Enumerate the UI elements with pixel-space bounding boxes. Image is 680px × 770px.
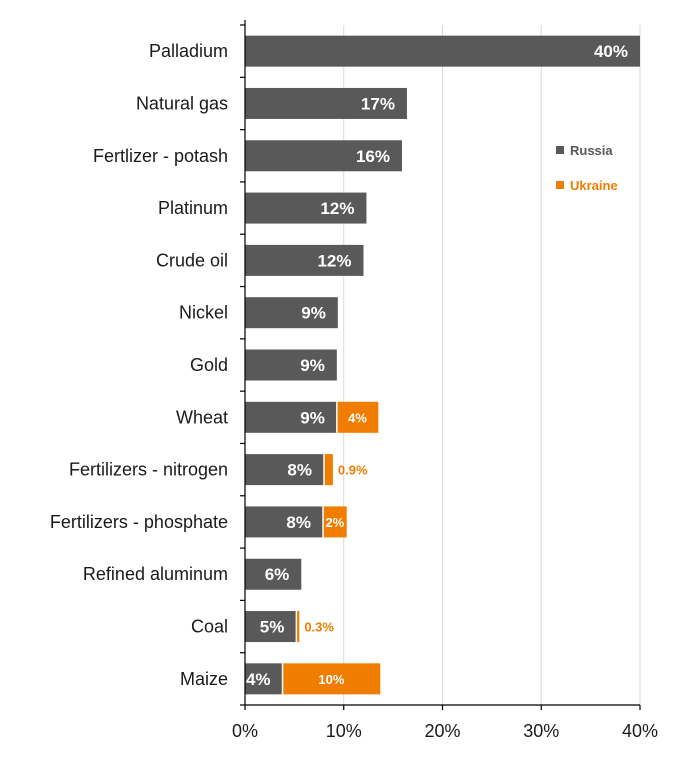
data-label: 0.3% xyxy=(304,620,334,635)
x-tick-label: 0% xyxy=(232,721,258,741)
data-label: 4% xyxy=(246,670,271,689)
data-label: 5% xyxy=(260,618,285,637)
data-label: 12% xyxy=(317,251,351,270)
data-label: 0.9% xyxy=(338,463,368,478)
axes xyxy=(240,20,641,710)
data-label: 4% xyxy=(348,410,367,425)
bar-russia xyxy=(245,506,324,538)
category-label: Coal xyxy=(191,617,228,637)
category-label: Natural gas xyxy=(136,93,228,113)
bar-russia xyxy=(245,244,364,276)
bar-ukraine xyxy=(282,663,381,695)
bar-russia xyxy=(245,35,640,67)
bar-russia xyxy=(245,87,407,119)
x-tick-label: 30% xyxy=(523,721,559,741)
bar-russia xyxy=(245,454,324,486)
category-label: Fertilizers - nitrogen xyxy=(69,460,228,480)
legend: Russia Ukraine xyxy=(556,143,618,193)
bar-ukraine xyxy=(324,454,333,486)
legend-swatch-russia xyxy=(556,146,564,154)
data-label: 9% xyxy=(300,408,325,427)
tick-labels: 0% 10% 20% 30% 40% xyxy=(232,721,658,741)
bar-russia xyxy=(245,349,337,381)
data-label: 9% xyxy=(300,356,325,375)
category-label: Refined aluminum xyxy=(83,564,228,584)
bar-russia xyxy=(245,140,403,172)
legend-swatch-ukraine xyxy=(556,181,564,189)
data-label: 10% xyxy=(318,672,344,687)
gridlines xyxy=(343,25,641,705)
data-label: 2% xyxy=(325,515,344,530)
bar-ukraine xyxy=(296,611,300,643)
category-label: Fertlizer - potash xyxy=(93,146,228,166)
category-label: Fertilizers - phosphate xyxy=(50,512,228,532)
x-tick-label: 40% xyxy=(622,721,658,741)
x-tick-label: 10% xyxy=(326,721,362,741)
data-label: 8% xyxy=(287,461,312,480)
bar-russia xyxy=(245,192,367,224)
bars xyxy=(245,35,640,695)
category-label: Nickel xyxy=(179,303,228,323)
data-label: 8% xyxy=(286,513,311,532)
bar-ukraine xyxy=(323,506,347,538)
bar-russia xyxy=(245,297,338,329)
data-label: 40% xyxy=(594,42,628,61)
data-label: 6% xyxy=(265,565,290,584)
category-label: Maize xyxy=(180,669,228,689)
category-label: Gold xyxy=(190,355,228,375)
category-label: Crude oil xyxy=(156,250,228,270)
bar-russia xyxy=(245,663,283,695)
bar-russia xyxy=(245,558,302,590)
data-label: 16% xyxy=(356,147,390,166)
x-tick-label: 20% xyxy=(424,721,460,741)
category-label: Palladium xyxy=(149,41,228,61)
bar-russia xyxy=(245,401,337,433)
category-label: Wheat xyxy=(176,407,228,427)
data-label: 9% xyxy=(301,304,326,323)
legend-label: Russia xyxy=(570,143,613,158)
category-labels: Palladium Natural gas Fertlizer - potash Pl… xyxy=(50,41,228,689)
bar-russia xyxy=(245,611,297,643)
bar-labels: 40% 17% 16% 12% 12% 9% 9% 9% 4% 8% 0.9% 8% 2% 6% 5% 0.3… xyxy=(246,42,628,689)
legend-label: Ukraine xyxy=(570,178,618,193)
data-label: 12% xyxy=(320,199,354,218)
bar-ukraine xyxy=(336,401,379,433)
category-label: Platinum xyxy=(158,198,228,218)
data-label: 17% xyxy=(361,94,395,113)
